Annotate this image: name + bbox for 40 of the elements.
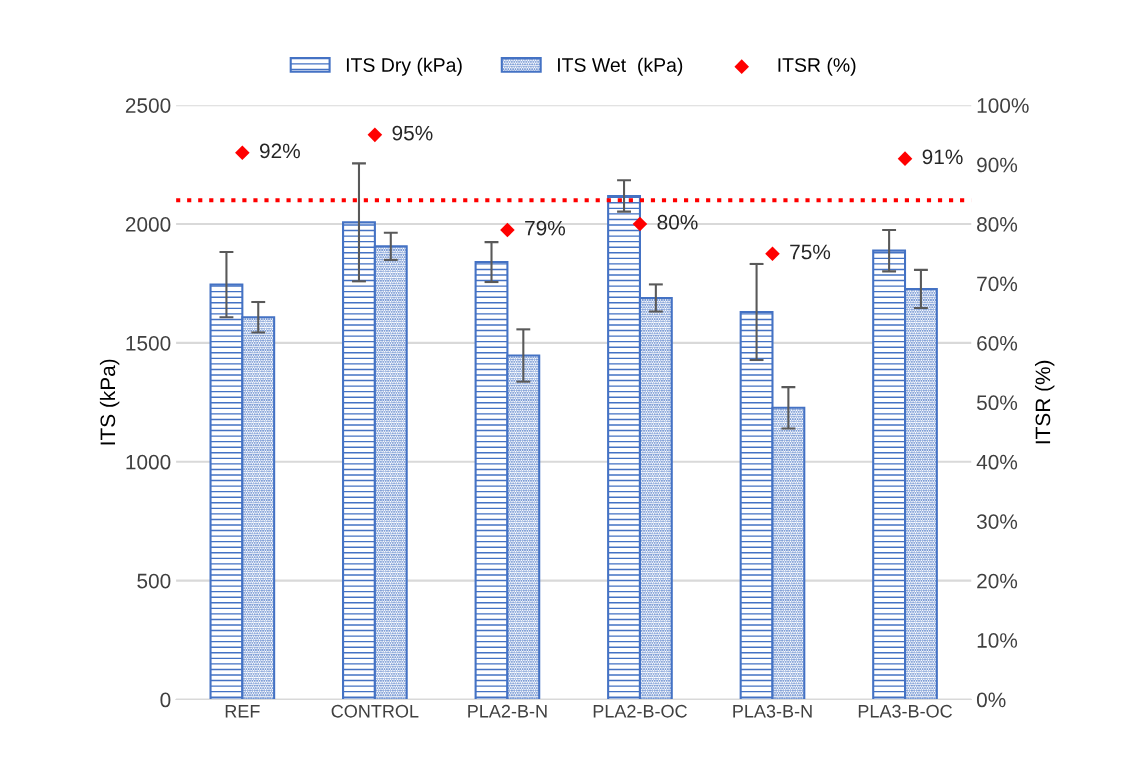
x-tick-label: PLA3-B-N xyxy=(733,704,812,718)
x-tick-label: CONTROL xyxy=(331,704,419,718)
x-tick-label: PLA2-B-OC xyxy=(593,704,687,718)
point xyxy=(235,145,250,160)
y2-tick-label: 60% xyxy=(977,335,1018,351)
data-label: 80% xyxy=(657,214,698,230)
x-tick-label: REF xyxy=(225,705,260,718)
y2-tick-label: 70% xyxy=(977,276,1018,292)
y2-tick-label: 0% xyxy=(976,692,1006,708)
legend-label: ITS Dry (kPa) xyxy=(346,57,462,76)
data-label: 95% xyxy=(392,125,433,141)
y-tick-label: 500 xyxy=(137,573,171,589)
y-tick-label: 1500 xyxy=(126,335,171,351)
legend-label: ITS Wet (kPa) xyxy=(558,57,683,76)
point xyxy=(500,222,515,238)
y2-tick-label: 90% xyxy=(977,157,1018,173)
data-label: 92% xyxy=(259,143,300,159)
y2-tick-label: 100% xyxy=(977,98,1029,113)
y2-axis-title: ITSR (%) xyxy=(1034,360,1055,444)
point xyxy=(632,216,648,232)
legend-label: ITSR (%) xyxy=(778,57,856,76)
y2-tick-label: 10% xyxy=(977,633,1018,648)
y-tick-label: 2500 xyxy=(125,98,171,113)
x-tick-label: PLA2-B-N xyxy=(468,704,547,718)
data-label: 75% xyxy=(790,244,831,260)
y-axis-title: ITS (kPa) xyxy=(99,359,120,445)
y-tick-label: 0 xyxy=(160,692,171,708)
y2-tick-label: 30% xyxy=(976,514,1018,529)
data-label: 79% xyxy=(525,220,566,236)
y-tick-label: 2000 xyxy=(125,217,171,232)
y2-tick-label: 40% xyxy=(976,454,1018,470)
point xyxy=(367,127,383,143)
y2-tick-label: 50% xyxy=(976,395,1018,411)
point xyxy=(897,151,913,166)
point xyxy=(765,246,780,262)
x-tick-label: PLA3-B-OC xyxy=(858,704,952,718)
y2-tick-label: 80% xyxy=(977,217,1018,232)
y-tick-label: 1000 xyxy=(126,454,171,470)
data-label: 91% xyxy=(922,149,963,165)
y2-tick-label: 20% xyxy=(977,573,1018,589)
